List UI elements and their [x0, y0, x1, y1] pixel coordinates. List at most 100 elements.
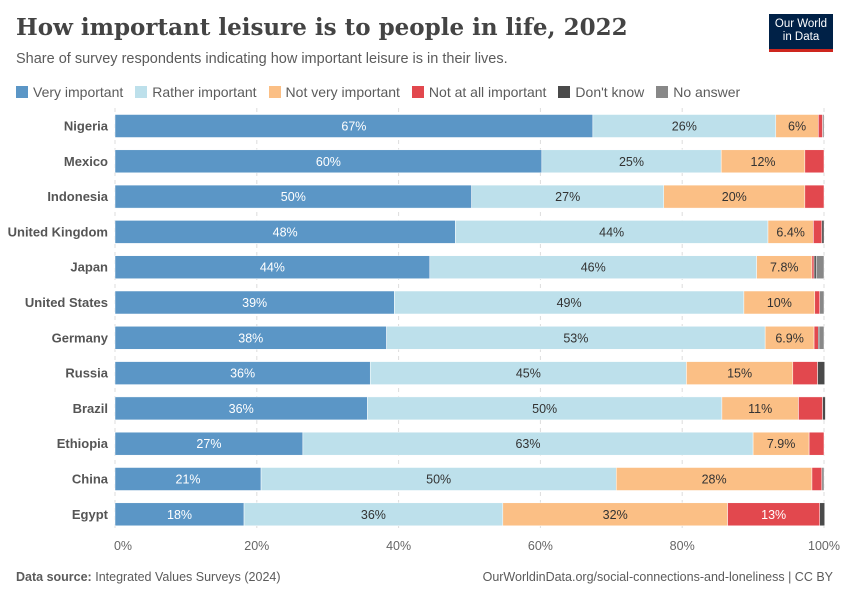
legend-label: Rather important [152, 84, 257, 100]
legend-swatch [268, 86, 281, 98]
data-label: 44% [260, 261, 285, 275]
legend-label: Not at all important [428, 84, 547, 100]
data-label: 63% [515, 437, 540, 451]
data-label: 13% [761, 508, 786, 522]
data-label: 49% [557, 296, 582, 310]
category-label: United Kingdom [8, 224, 108, 239]
category-label: Brazil [73, 401, 108, 416]
legend-swatch [558, 86, 571, 98]
data-label: 60% [316, 155, 341, 169]
bar-segment [813, 255, 817, 279]
data-label: 12% [751, 155, 776, 169]
category-label: United States [25, 295, 108, 310]
data-label: 25% [619, 155, 644, 169]
x-tick-label: 20% [244, 539, 269, 553]
bar-segment [822, 396, 826, 421]
data-label: 38% [238, 331, 263, 345]
x-tick-label: 60% [528, 539, 553, 553]
legend-item[interactable]: Not at all important [411, 84, 547, 100]
data-label: 53% [563, 331, 588, 345]
legend-label: Very important [33, 84, 124, 100]
bar-segment [819, 326, 825, 350]
chart-subtitle: Share of survey respondents indicating h… [16, 51, 508, 67]
data-label: 27% [196, 437, 221, 451]
data-label: 11% [748, 402, 772, 416]
data-label: 6% [788, 120, 806, 134]
data-label: 27% [555, 190, 580, 204]
legend-swatch [16, 86, 28, 98]
legend-item[interactable]: No answer [656, 84, 740, 100]
bar-segment [811, 467, 823, 491]
legend-label: No answer [673, 84, 741, 100]
bar-segment [813, 326, 819, 350]
bar-segment [804, 149, 825, 174]
x-tick-label: 80% [670, 539, 695, 553]
category-label: Germany [52, 330, 109, 345]
data-label: 7.9% [767, 437, 796, 451]
data-label: 45% [516, 367, 541, 381]
bar-segment [813, 220, 823, 244]
footer-url[interactable]: OurWorldinData.org/social-connections-an… [482, 570, 833, 584]
bar-segment [798, 396, 823, 421]
legend-swatch [135, 86, 148, 98]
bar-segment [819, 502, 825, 527]
data-label: 6.9% [775, 331, 804, 345]
bar-segment [819, 290, 825, 315]
category-label: Mexico [64, 154, 108, 169]
data-label: 32% [603, 508, 628, 522]
bar-segment [792, 361, 818, 385]
bar-segment [811, 255, 815, 279]
x-tick-label: 0% [114, 539, 132, 553]
data-label: 20% [722, 190, 747, 204]
legend-item[interactable]: Don't know [558, 84, 644, 100]
legend-swatch [411, 86, 424, 98]
data-label: 39% [242, 296, 267, 310]
category-label: Japan [70, 260, 108, 275]
category-label: Nigeria [64, 119, 109, 134]
data-source: Data source: Integrated Values Surveys (… [16, 570, 281, 584]
bar-segment [815, 255, 825, 279]
data-label: 44% [599, 225, 624, 239]
category-label: Ethiopia [57, 436, 109, 451]
category-label: Egypt [72, 507, 109, 522]
data-label: 67% [341, 120, 366, 134]
data-label: 7.8% [770, 261, 799, 275]
bar-segment [821, 220, 825, 244]
data-label: 36% [230, 367, 255, 381]
bar-segment [818, 114, 823, 138]
source-label: Data source: [16, 570, 92, 584]
bar-segment [814, 290, 820, 315]
legend-item[interactable]: Very important [16, 84, 123, 100]
data-label: 46% [581, 261, 606, 275]
data-label: 50% [426, 473, 451, 487]
data-label: 50% [281, 190, 306, 204]
legend: Very important Rather important Not very i… [16, 84, 740, 100]
bar-segment [808, 431, 825, 456]
data-label: 36% [361, 508, 386, 522]
legend-label: Don't know [575, 84, 645, 100]
legend-label: Not very important [285, 84, 400, 100]
owid-logo[interactable]: Our World in Data [769, 14, 833, 52]
bar-segment [821, 467, 825, 491]
bar-segment [804, 184, 825, 209]
category-label: China [72, 472, 109, 487]
source-link[interactable]: Integrated Values Surveys (2024) [95, 570, 281, 584]
legend-item[interactable]: Rather important [135, 84, 257, 100]
data-label: 26% [672, 120, 697, 134]
data-label: 28% [702, 473, 727, 487]
data-label: 6.4% [776, 225, 805, 239]
data-label: 15% [727, 367, 752, 381]
data-label: 48% [273, 225, 298, 239]
data-label: 36% [229, 402, 254, 416]
legend-item[interactable]: Not very important [268, 84, 400, 100]
data-label: 10% [767, 296, 792, 310]
category-label: Russia [65, 366, 108, 381]
x-tick-label: 40% [386, 539, 411, 553]
data-label: 50% [532, 402, 557, 416]
data-label: 18% [167, 508, 192, 522]
legend-swatch [656, 86, 669, 98]
bar-segment [817, 361, 825, 385]
category-label: Indonesia [47, 189, 108, 204]
